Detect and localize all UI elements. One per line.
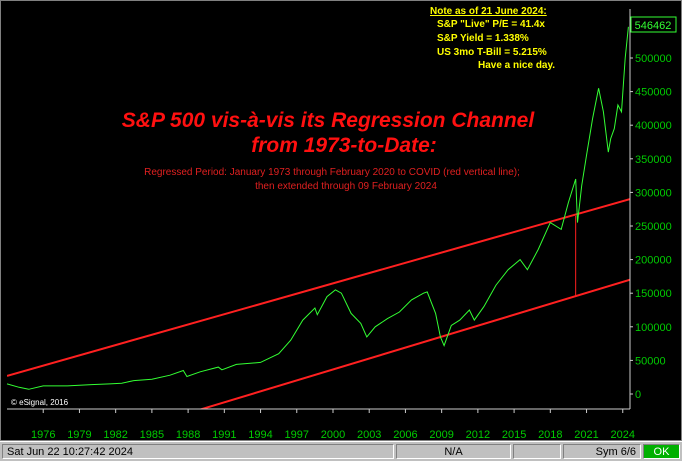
x-tick-label: 1997	[285, 429, 309, 441]
y-tick-label: 200000	[635, 255, 672, 267]
channel-lower-line	[198, 278, 630, 409]
y-tick-label: 450000	[635, 87, 672, 99]
x-tick-label: 2000	[321, 429, 345, 441]
x-tick-label: 2018	[538, 429, 562, 441]
chart-window: 500000 450000 400000 350000 300000 250000 2000…	[0, 0, 682, 441]
chart-subtitle-line1: Regressed Period: January 1973 through F…	[144, 167, 520, 178]
y-tick-label: 400000	[635, 120, 672, 132]
x-tick-label: 2009	[429, 429, 453, 441]
x-tick-label: 1979	[67, 429, 91, 441]
y-tick-label: 100000	[635, 322, 672, 334]
x-tick-label: 1988	[176, 429, 200, 441]
status-state: N/A	[396, 444, 511, 459]
status-bar: Sat Jun 22 10:27:42 2024 N/A Sym 6/6 OK	[0, 441, 682, 461]
x-tick-label: 2021	[574, 429, 598, 441]
channel-upper-line	[7, 198, 630, 377]
x-tick-label: 2012	[466, 429, 490, 441]
chart-title-line2: from 1973-to-Date:	[251, 134, 437, 157]
series-line-0	[6, 26, 629, 390]
x-tick-label: 1982	[103, 429, 127, 441]
status-ok-indicator: OK	[643, 444, 680, 459]
last-value-label: 546462	[635, 20, 672, 32]
x-tick-label: 1985	[140, 429, 164, 441]
last-value-box	[630, 16, 677, 33]
x-tick-label: 1976	[31, 429, 55, 441]
y-tick-label: 300000	[635, 187, 672, 199]
chart-title: S&P 500 vis-à-vis its Regression Channel	[122, 109, 536, 132]
note-header: Note as of 21 June 2024:	[430, 6, 547, 17]
y-tick-label: 50000	[635, 355, 666, 367]
y-tick-label: 500000	[635, 53, 672, 65]
status-datetime: Sat Jun 22 10:27:42 2024	[2, 444, 394, 459]
note-yield: S&P Yield = 1.338%	[437, 33, 529, 44]
y-tick-label: 150000	[635, 288, 672, 300]
x-tick-label: 1994	[248, 429, 272, 441]
note-pe: S&P "Live" P/E = 41.4x	[437, 19, 545, 30]
x-tick-label: 2015	[502, 429, 526, 441]
y-tick-label: 350000	[635, 154, 672, 166]
chart-subtitle-line2: then extended through 09 February 2024	[255, 181, 437, 192]
y-tick-label: 250000	[635, 221, 672, 233]
status-symbol-count: Sym 6/6	[563, 444, 641, 459]
x-tick-label: 2006	[393, 429, 417, 441]
copyright-label: © eSignal, 2016	[11, 398, 69, 407]
status-blank	[513, 444, 561, 459]
x-tick-label: 1991	[212, 429, 236, 441]
y-tick-label: 0	[635, 389, 641, 401]
note-closing: Have a nice day.	[478, 60, 555, 71]
note-tbill: US 3mo T-Bill = 5.215%	[437, 47, 547, 58]
x-tick-label: 2003	[357, 429, 381, 441]
sp500-regression-chart: 5000004500004000003500003000002500002000…	[6, 6, 677, 441]
x-tick-label: 2024	[611, 429, 635, 441]
